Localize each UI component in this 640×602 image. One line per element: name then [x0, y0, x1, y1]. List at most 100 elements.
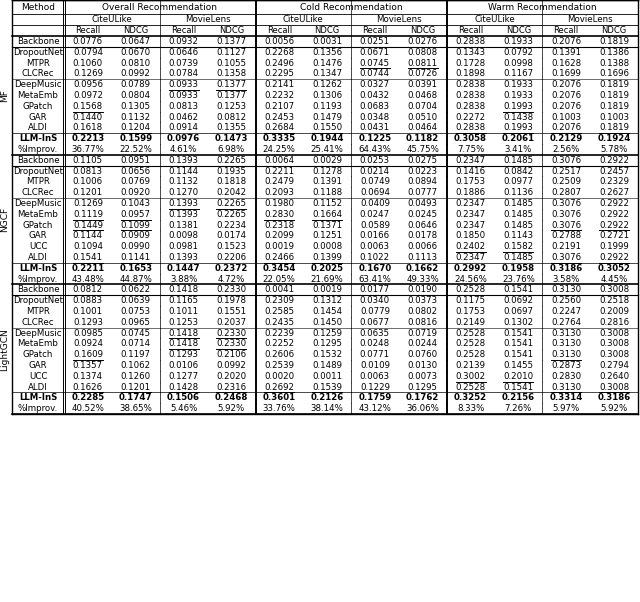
- Text: 0.0178: 0.0178: [408, 231, 438, 240]
- Text: 0.2347: 0.2347: [456, 220, 486, 229]
- Text: 0.0177: 0.0177: [360, 285, 390, 294]
- Text: 0.0789: 0.0789: [121, 80, 151, 89]
- Text: 0.0760: 0.0760: [408, 350, 438, 359]
- Text: 0.2211: 0.2211: [264, 167, 294, 176]
- Text: 0.2076: 0.2076: [551, 91, 581, 100]
- Text: 0.1993: 0.1993: [504, 123, 533, 132]
- Text: 0.1418: 0.1418: [168, 285, 198, 294]
- Text: 0.0670: 0.0670: [121, 48, 151, 57]
- Text: 0.1485: 0.1485: [503, 199, 534, 208]
- Text: 0.1898: 0.1898: [456, 69, 486, 78]
- Text: 0.0589: 0.0589: [360, 220, 390, 229]
- Text: 0.1132: 0.1132: [121, 113, 151, 122]
- Text: 0.2247: 0.2247: [551, 307, 581, 316]
- Text: 0.0812: 0.0812: [216, 113, 246, 122]
- Text: 0.0744: 0.0744: [360, 69, 390, 78]
- Text: 0.2873: 0.2873: [551, 361, 581, 370]
- Text: 0.3130: 0.3130: [551, 285, 581, 294]
- Text: MTPR: MTPR: [26, 307, 50, 316]
- Text: 0.1386: 0.1386: [599, 48, 629, 57]
- Text: 0.0813: 0.0813: [73, 167, 103, 176]
- Text: 0.1933: 0.1933: [504, 37, 533, 46]
- Text: 0.2496: 0.2496: [264, 58, 294, 67]
- Text: 0.1539: 0.1539: [312, 382, 342, 391]
- Text: 0.0340: 0.0340: [360, 296, 390, 305]
- Text: 0.2156: 0.2156: [502, 393, 535, 402]
- Text: 0.3008: 0.3008: [599, 329, 629, 338]
- Text: 0.2838: 0.2838: [456, 80, 486, 89]
- Text: 0.0671: 0.0671: [360, 48, 390, 57]
- Text: 0.1305: 0.1305: [121, 102, 151, 111]
- Text: 0.2764: 0.2764: [551, 318, 581, 327]
- Text: 0.0066: 0.0066: [408, 242, 438, 251]
- Text: 45.75%: 45.75%: [406, 145, 439, 154]
- Text: 23.76%: 23.76%: [502, 275, 535, 284]
- Text: MetaEmb: MetaEmb: [17, 209, 58, 219]
- Text: NDCG: NDCG: [314, 26, 340, 35]
- Text: 0.0214: 0.0214: [360, 167, 390, 176]
- Text: 0.1993: 0.1993: [504, 102, 533, 111]
- Text: LLM-InS: LLM-InS: [19, 264, 57, 273]
- Text: 0.2076: 0.2076: [551, 37, 581, 46]
- Text: 0.0914: 0.0914: [168, 123, 198, 132]
- Text: 0.0998: 0.0998: [504, 58, 533, 67]
- Text: 0.1094: 0.1094: [73, 242, 103, 251]
- Text: 0.0965: 0.0965: [121, 318, 151, 327]
- Text: 0.3076: 0.3076: [551, 253, 581, 262]
- Text: 2.56%: 2.56%: [552, 145, 580, 154]
- Text: 0.3008: 0.3008: [599, 340, 629, 349]
- Text: 0.1399: 0.1399: [312, 253, 342, 262]
- Text: 0.1728: 0.1728: [456, 58, 486, 67]
- Text: 0.1753: 0.1753: [456, 178, 486, 186]
- Text: 0.1850: 0.1850: [456, 231, 486, 240]
- Text: 5.46%: 5.46%: [170, 404, 197, 413]
- Text: 0.3314: 0.3314: [550, 393, 583, 402]
- Text: 0.0976: 0.0976: [167, 134, 200, 143]
- Text: 0.0656: 0.0656: [121, 167, 151, 176]
- Text: 0.1759: 0.1759: [358, 393, 392, 402]
- Text: DropoutNet: DropoutNet: [13, 48, 63, 57]
- Text: NDCG: NDCG: [410, 26, 435, 35]
- Text: 0.0106: 0.0106: [168, 361, 198, 370]
- Text: 0.1933: 0.1933: [504, 91, 533, 100]
- Text: 0.1489: 0.1489: [312, 361, 342, 370]
- Text: ALDI: ALDI: [28, 123, 48, 132]
- Text: 0.1393: 0.1393: [168, 156, 198, 165]
- Text: 0.0810: 0.0810: [121, 58, 151, 67]
- Text: 0.0739: 0.0739: [168, 58, 198, 67]
- Text: LightGCN: LightGCN: [1, 328, 10, 371]
- Text: 0.0992: 0.0992: [121, 69, 150, 78]
- Text: 0.0957: 0.0957: [121, 209, 151, 219]
- Text: 0.2922: 0.2922: [599, 209, 629, 219]
- Text: 0.0811: 0.0811: [408, 58, 438, 67]
- Text: 44.87%: 44.87%: [119, 275, 152, 284]
- Text: 0.1062: 0.1062: [121, 361, 151, 370]
- Text: 0.2285: 0.2285: [71, 393, 104, 402]
- Text: 0.1550: 0.1550: [312, 123, 342, 132]
- Text: MovieLens: MovieLens: [376, 15, 422, 24]
- Text: 0.0245: 0.0245: [408, 209, 438, 219]
- Text: 0.1225: 0.1225: [358, 134, 392, 143]
- Text: 0.2560: 0.2560: [551, 296, 581, 305]
- Text: Recall: Recall: [458, 26, 483, 35]
- Text: 6.98%: 6.98%: [218, 145, 245, 154]
- Text: 0.1670: 0.1670: [358, 264, 392, 273]
- Text: 0.2528: 0.2528: [456, 329, 486, 338]
- Text: 24.56%: 24.56%: [454, 275, 487, 284]
- Text: 0.1886: 0.1886: [456, 188, 486, 197]
- Text: Recall: Recall: [171, 26, 196, 35]
- Text: 0.2606: 0.2606: [264, 350, 294, 359]
- Text: 0.1358: 0.1358: [216, 69, 246, 78]
- Text: 0.2265: 0.2265: [216, 209, 246, 219]
- Text: 0.2468: 0.2468: [215, 393, 248, 402]
- Text: 0.0073: 0.0073: [408, 371, 438, 380]
- Text: 0.0056: 0.0056: [264, 37, 294, 46]
- Text: 0.1262: 0.1262: [312, 80, 342, 89]
- Text: 33.76%: 33.76%: [263, 404, 296, 413]
- Text: 0.1193: 0.1193: [312, 102, 342, 111]
- Text: 0.3008: 0.3008: [599, 350, 629, 359]
- Text: 0.2788: 0.2788: [551, 231, 581, 240]
- Text: 0.2126: 0.2126: [310, 393, 344, 402]
- Text: 0.1393: 0.1393: [168, 253, 198, 262]
- Text: 22.52%: 22.52%: [119, 145, 152, 154]
